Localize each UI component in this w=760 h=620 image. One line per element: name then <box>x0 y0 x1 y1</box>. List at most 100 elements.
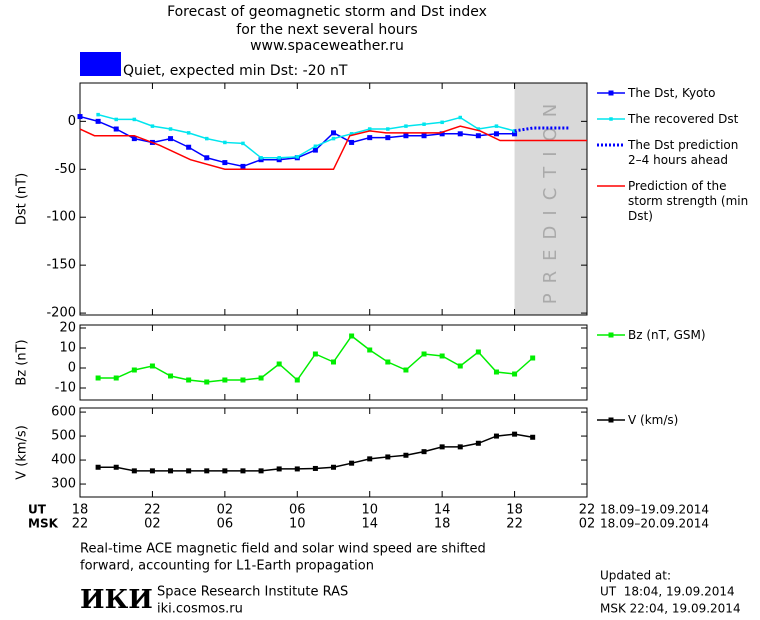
institute: iki.cosmos.ru <box>157 602 243 617</box>
data-point <box>494 124 499 128</box>
data-point <box>312 147 318 153</box>
logo: ИКИ <box>80 585 153 615</box>
data-point <box>222 468 228 474</box>
data-point <box>457 444 463 450</box>
note: forward, accounting for L1-Earth propaga… <box>80 559 374 574</box>
data-point <box>313 144 318 149</box>
data-point <box>475 349 481 355</box>
series-line <box>97 113 515 159</box>
data-point <box>331 359 336 365</box>
legend-label: The recovered Dst <box>628 112 739 126</box>
data-point <box>149 363 155 369</box>
data-point <box>259 156 263 160</box>
x-row-label: MSK <box>28 517 59 531</box>
data-point <box>385 454 391 460</box>
data-point <box>439 353 445 359</box>
y-tick-label: 500 <box>51 429 76 444</box>
y-tick-label: 20 <box>59 321 76 336</box>
data-point <box>113 375 119 381</box>
plot-frame <box>79 407 588 498</box>
data-point <box>150 124 155 128</box>
x-tick-label-msk: 02 <box>144 517 161 532</box>
data-point <box>385 135 391 141</box>
x-tick-label: 02 <box>217 503 234 518</box>
title: for the next several hours <box>236 22 417 38</box>
data-point <box>168 136 174 142</box>
data-point <box>349 333 355 339</box>
data-point <box>475 133 481 139</box>
data-point <box>530 434 536 440</box>
data-point <box>186 377 192 383</box>
data-point <box>186 468 192 474</box>
institute: Space Research Institute RAS <box>157 585 348 600</box>
x-date: 18.09–20.09.2014 <box>600 517 709 531</box>
data-point <box>276 466 282 472</box>
y-tick-label: 0 <box>68 361 76 376</box>
series-line <box>514 126 569 133</box>
plot-frame <box>79 82 588 316</box>
data-point <box>421 449 427 455</box>
data-point <box>312 465 318 471</box>
x-tick-label: 10 <box>361 503 378 518</box>
y-tick-label: -200 <box>46 306 76 321</box>
data-point <box>258 375 264 381</box>
title: Forecast of geomagnetic storm and Dst in… <box>167 4 487 20</box>
x-tick-label-msk: 22 <box>72 517 89 532</box>
data-point <box>113 464 119 470</box>
data-point <box>204 468 210 474</box>
title: www.spaceweather.ru <box>250 38 404 54</box>
y-tick-label: -100 <box>46 210 76 225</box>
legend-swatch <box>608 90 614 96</box>
data-point <box>458 115 462 120</box>
data-point <box>385 359 391 365</box>
x-tick-label-msk: 14 <box>361 517 378 532</box>
x-row-label: UT <box>28 503 47 517</box>
x-tick-label-msk: 06 <box>217 517 234 532</box>
data-point <box>386 127 390 131</box>
data-point <box>168 127 173 131</box>
data-point <box>421 133 427 139</box>
data-point <box>95 118 101 124</box>
prediction-band <box>514 83 587 315</box>
data-point <box>493 131 499 137</box>
data-point <box>349 132 354 136</box>
data-point <box>421 351 427 357</box>
data-point <box>439 131 445 137</box>
data-point <box>457 131 463 137</box>
legend-swatch <box>609 117 613 121</box>
data-point <box>403 133 409 139</box>
data-point <box>404 124 408 128</box>
data-point <box>168 373 174 379</box>
legend-label: Bz (nT, GSM) <box>628 328 706 342</box>
x-tick-label-msk: 18 <box>434 517 451 532</box>
data-point <box>132 117 137 122</box>
data-point <box>331 464 336 470</box>
data-point <box>168 468 174 474</box>
data-point <box>205 136 209 141</box>
status-box <box>80 52 121 76</box>
data-point <box>439 444 445 450</box>
data-point <box>295 155 300 159</box>
x-tick-label-msk: 02 <box>579 517 596 532</box>
data-point <box>367 127 372 131</box>
data-point <box>95 375 101 381</box>
data-point <box>476 127 481 131</box>
data-point <box>493 433 499 439</box>
data-point <box>204 155 210 161</box>
data-point <box>114 117 118 122</box>
data-point <box>241 141 245 146</box>
updated: MSK 22:04, 19.09.2014 <box>600 602 741 616</box>
y-tick-label: -150 <box>46 258 76 273</box>
x-tick-label: 18 <box>72 503 89 518</box>
legend-label: The Dst, Kyoto <box>628 86 716 100</box>
data-point <box>422 122 426 126</box>
x-date: 18.09–19.09.2014 <box>600 503 709 517</box>
legend-label: V (km/s) <box>628 413 679 427</box>
data-point <box>294 466 300 472</box>
updated: Updated at: <box>600 569 671 583</box>
x-tick-label: 14 <box>434 503 451 518</box>
legend-swatch <box>608 417 614 423</box>
data-point <box>403 367 409 373</box>
data-point <box>475 440 481 446</box>
